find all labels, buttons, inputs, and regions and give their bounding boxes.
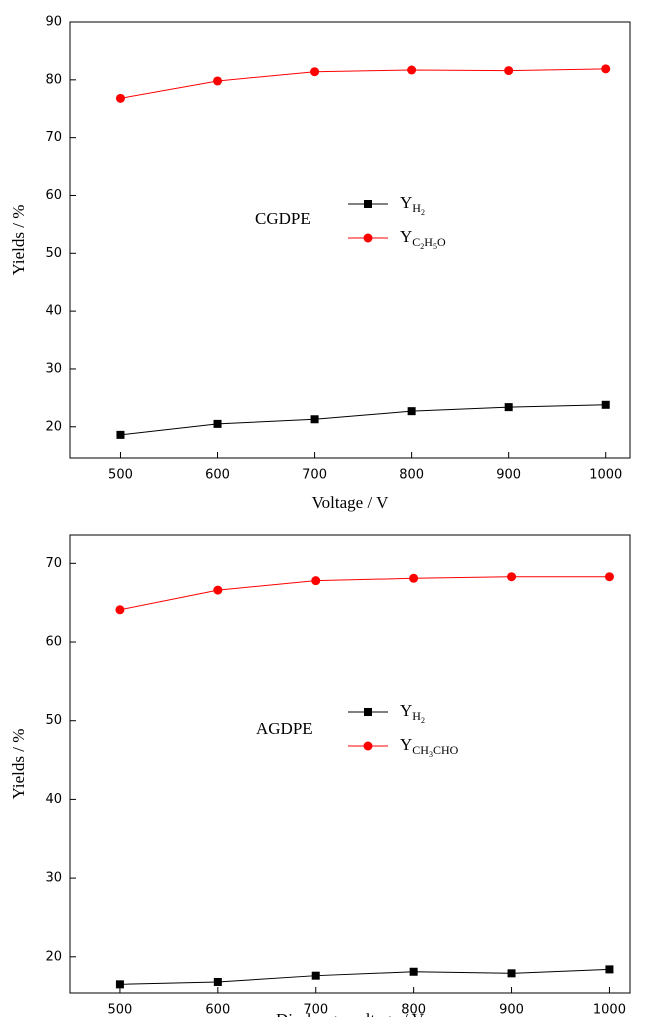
- data-point: [213, 977, 222, 986]
- x-tick-label: 700: [303, 1003, 328, 1018]
- annotation: AGDPE: [256, 719, 313, 738]
- series-line: [120, 404, 606, 436]
- x-tick-label: 900: [499, 1003, 524, 1018]
- x-tick-label: 800: [399, 468, 424, 483]
- y-tick-label: 40: [45, 304, 62, 319]
- y-tick-label: 80: [45, 72, 62, 87]
- y-tick-label: 70: [45, 130, 62, 145]
- legend-marker: [364, 708, 372, 716]
- y-axis-label: Yields / %: [9, 205, 28, 276]
- y-tick-label: 40: [45, 792, 62, 807]
- data-point: [213, 76, 223, 86]
- y-tick-label: 30: [45, 361, 62, 376]
- data-point: [213, 585, 223, 595]
- x-tick-label: 800: [401, 1003, 426, 1018]
- data-point: [116, 430, 125, 439]
- legend-label: YH2: [400, 701, 425, 725]
- series-line: [119, 576, 610, 611]
- data-point: [115, 605, 125, 615]
- data-point: [604, 572, 614, 582]
- x-tick-label: 600: [205, 468, 230, 483]
- data-point: [605, 965, 614, 974]
- data-point: [504, 403, 513, 412]
- x-tick-label: 500: [108, 1003, 133, 1018]
- y-tick-label: 30: [45, 871, 62, 886]
- x-tick-label: 600: [205, 1003, 230, 1018]
- data-point: [311, 576, 321, 586]
- legend-label: YH2: [400, 193, 425, 217]
- y-tick-label: 50: [45, 246, 62, 261]
- legend-marker: [363, 741, 373, 751]
- legend-marker: [364, 200, 372, 208]
- series-line: [120, 68, 606, 99]
- x-tick-label: 1000: [589, 468, 622, 483]
- data-point: [115, 980, 124, 989]
- y-tick-label: 60: [45, 188, 62, 203]
- data-point: [115, 93, 125, 103]
- data-point: [507, 572, 517, 582]
- plot-frame: [69, 534, 631, 994]
- data-point: [601, 400, 610, 409]
- x-axis-label: Discharge voltage / V: [276, 1010, 425, 1017]
- y-tick-label: 70: [45, 556, 62, 571]
- data-point: [310, 67, 320, 77]
- x-tick-label: 500: [108, 468, 133, 483]
- data-point: [311, 971, 320, 980]
- y-tick-label: 50: [45, 713, 62, 728]
- legend-label: YC2H5O: [400, 227, 446, 251]
- data-point: [504, 66, 514, 76]
- data-point: [310, 415, 319, 424]
- x-tick-label: 700: [302, 468, 327, 483]
- legend-label: YCH3CHO: [400, 735, 459, 759]
- data-point: [407, 65, 417, 75]
- data-point: [601, 64, 611, 74]
- x-tick-label: 1000: [593, 1003, 626, 1018]
- data-point: [213, 419, 222, 428]
- plot-frame: [69, 21, 631, 459]
- y-tick-label: 90: [45, 15, 62, 30]
- series-line: [119, 968, 610, 985]
- y-tick-label: 20: [45, 949, 62, 964]
- y-tick-label: 20: [45, 419, 62, 434]
- y-tick-label: 60: [45, 635, 62, 650]
- x-tick-label: 900: [496, 468, 521, 483]
- annotation: CGDPE: [255, 209, 311, 228]
- x-axis-label: Voltage / V: [312, 493, 390, 512]
- legend-marker: [363, 233, 373, 243]
- y-axis-label: Yields / %: [9, 729, 28, 800]
- data-point: [507, 969, 516, 978]
- data-point: [407, 407, 416, 416]
- data-point: [409, 967, 418, 976]
- data-point: [409, 573, 419, 583]
